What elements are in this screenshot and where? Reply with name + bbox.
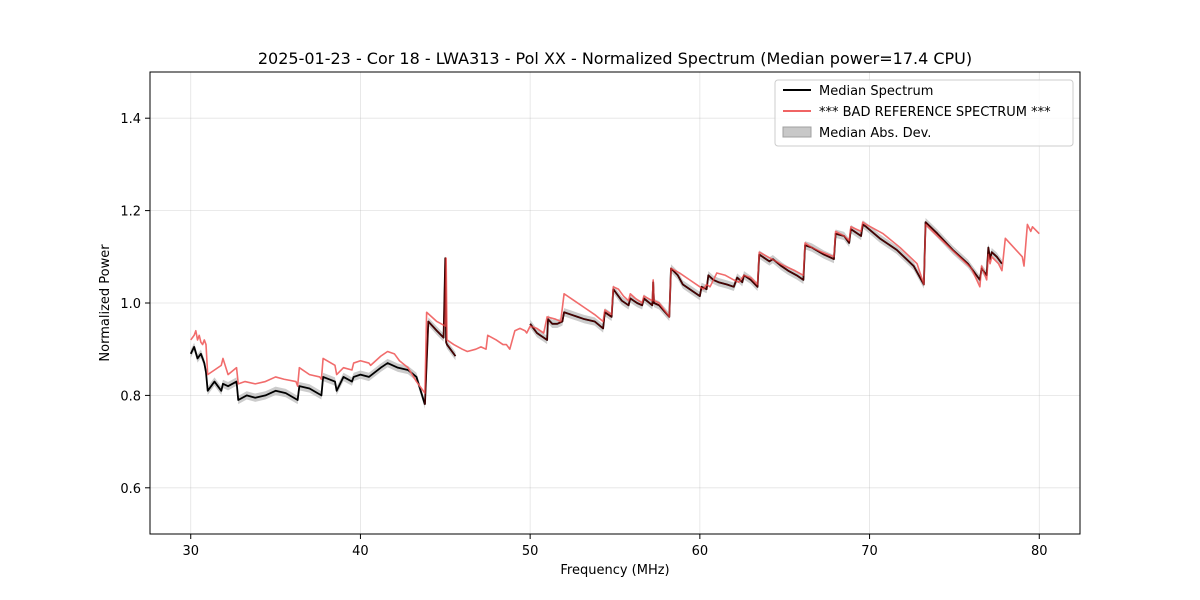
- x-tick-label: 60: [692, 544, 709, 559]
- reference-spectrum-line: [190, 221, 1040, 394]
- y-axis-label: Normalized Power: [98, 244, 113, 362]
- legend-median-label: Median Spectrum: [819, 84, 933, 99]
- x-tick-label: 30: [182, 544, 199, 559]
- legend: Median Spectrum *** BAD REFERENCE SPECTR…: [774, 79, 1074, 147]
- y-tick-label: 0.8: [120, 389, 141, 404]
- x-tick-label: 50: [522, 544, 539, 559]
- x-tick-label: 70: [861, 544, 878, 559]
- legend-mad-label: Median Abs. Dev.: [819, 126, 931, 141]
- y-tick-label: 1.0: [120, 297, 141, 312]
- legend-box: [774, 79, 1074, 147]
- axis-ticks: 30 40 50 60 70 80 0.6 0.8 1.0 1.2 1.4: [120, 112, 1047, 559]
- plot-area: [189, 217, 1040, 409]
- mad-band: [190, 342, 425, 409]
- legend-reference-label: *** BAD REFERENCE SPECTRUM ***: [819, 105, 1051, 120]
- legend-mad-swatch: [782, 126, 812, 138]
- y-tick-label: 1.4: [120, 112, 141, 127]
- overlap-line: [529, 221, 1003, 341]
- x-tick-label: 80: [1031, 544, 1048, 559]
- mad-band: [424, 254, 456, 409]
- median-spectrum-line: [189, 345, 426, 405]
- y-tick-label: 1.2: [120, 205, 141, 220]
- y-tick-label: 0.6: [120, 482, 141, 497]
- chart-title: 2025-01-23 - Cor 18 - LWA313 - Pol XX - …: [258, 49, 972, 68]
- x-tick-label: 40: [352, 544, 369, 559]
- overlap-line: [424, 257, 457, 405]
- x-axis-label: Frequency (MHz): [560, 563, 669, 578]
